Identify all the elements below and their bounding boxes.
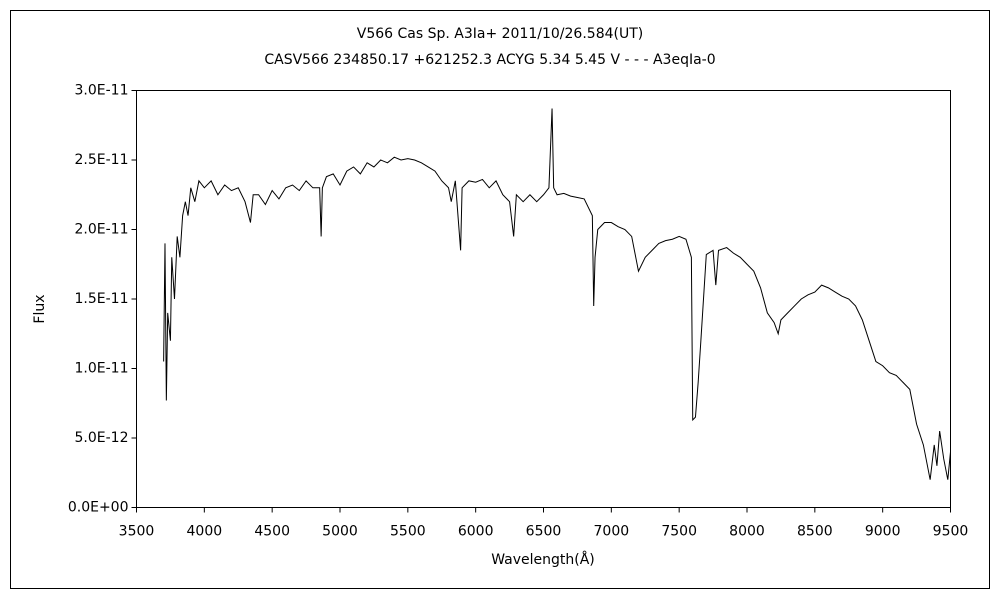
plot-area — [136, 90, 951, 508]
x-tick-label: 3500 — [119, 524, 155, 540]
y-tick-label: 1.0E-11 — [75, 361, 129, 377]
x-tick-label: 6000 — [458, 524, 494, 540]
x-tick-label: 7500 — [661, 524, 697, 540]
y-tick-label: 2.5E-11 — [75, 152, 129, 168]
x-tick-label: 8500 — [797, 524, 833, 540]
x-tick-label: 5500 — [390, 524, 426, 540]
x-tick-label: 9500 — [933, 524, 969, 540]
x-tick-label: 7000 — [594, 524, 630, 540]
x-tick-label: 5000 — [322, 524, 358, 540]
x-tick-label: 8000 — [729, 524, 765, 540]
spectrum-line — [163, 108, 951, 480]
y-tick-label: 0.0E+00 — [68, 500, 129, 516]
x-tick-label: 4000 — [187, 524, 223, 540]
y-axis-label: Flux — [32, 294, 48, 323]
y-tick-label: 5.0E-12 — [75, 430, 129, 446]
x-axis-label: Wavelength(Å) — [491, 551, 595, 568]
x-tick-label: 9000 — [865, 524, 901, 540]
chart-subtitle: CASV566 234850.17 +621252.3 ACYG 5.34 5.… — [264, 52, 715, 68]
x-tick-label: 6500 — [526, 524, 562, 540]
x-tick-label: 4500 — [254, 524, 290, 540]
chart-title: V566 Cas Sp. A3Ia+ 2011/10/26.584(UT) — [357, 26, 643, 42]
y-tick-label: 2.0E-11 — [75, 222, 129, 238]
y-tick-label: 1.5E-11 — [75, 291, 129, 307]
y-tick-label: 3.0E-11 — [75, 83, 129, 99]
chart-border — [10, 10, 990, 589]
